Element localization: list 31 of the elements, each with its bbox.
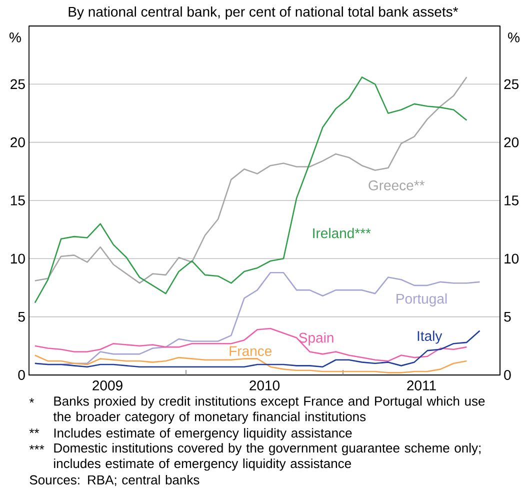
y-tick-label: 0	[18, 370, 25, 380]
text: Banks proxied by credit institutions except France and Portugal which use the broader category of monetary financial institutions	[53, 396, 485, 424]
y-tick-label: 10	[10, 254, 25, 264]
series-label: Portugal	[396, 293, 447, 306]
text: *	[29, 398, 34, 403]
chart-subtitle: By national central bank, per cent of national total bank assets*	[68, 6, 458, 20]
series-label: Ireland***	[313, 228, 371, 238]
series-label: Italy	[418, 330, 442, 344]
y-axis-title: %	[10, 32, 21, 42]
text: ***	[29, 444, 44, 450]
y-tick-label: 25	[10, 79, 25, 90]
text: **	[29, 428, 40, 434]
y2-tick-label: 0	[504, 370, 511, 380]
x-tick-label: 2011	[407, 380, 436, 390]
text: Domestic institutions covered by the government guarantee scheme only; includes estimate of emergency liquidity assistance	[54, 443, 480, 471]
y2-tick-label: 5	[504, 312, 511, 322]
y-tick-label: 20	[10, 137, 25, 148]
y2-tick-label: 15	[504, 196, 519, 206]
y2-axis-title: %	[508, 32, 520, 42]
series-label: Spain	[299, 332, 334, 346]
y2-tick-label: 20	[504, 137, 519, 148]
y2-tick-label: 10	[504, 254, 519, 264]
x-tick-label: 2009	[92, 380, 122, 390]
y-tick-label: 5	[18, 312, 25, 322]
source-note: Sources: RBA; central banks	[30, 474, 200, 486]
text: Includes estimate of emergency liquidity assistance	[54, 428, 352, 440]
x-tick-label: 2010	[250, 380, 280, 390]
y-tick-label: 15	[10, 196, 25, 206]
y2-tick-label: 25	[504, 79, 519, 90]
series-label: Greece**	[368, 180, 425, 190]
series-label: France	[230, 346, 272, 356]
